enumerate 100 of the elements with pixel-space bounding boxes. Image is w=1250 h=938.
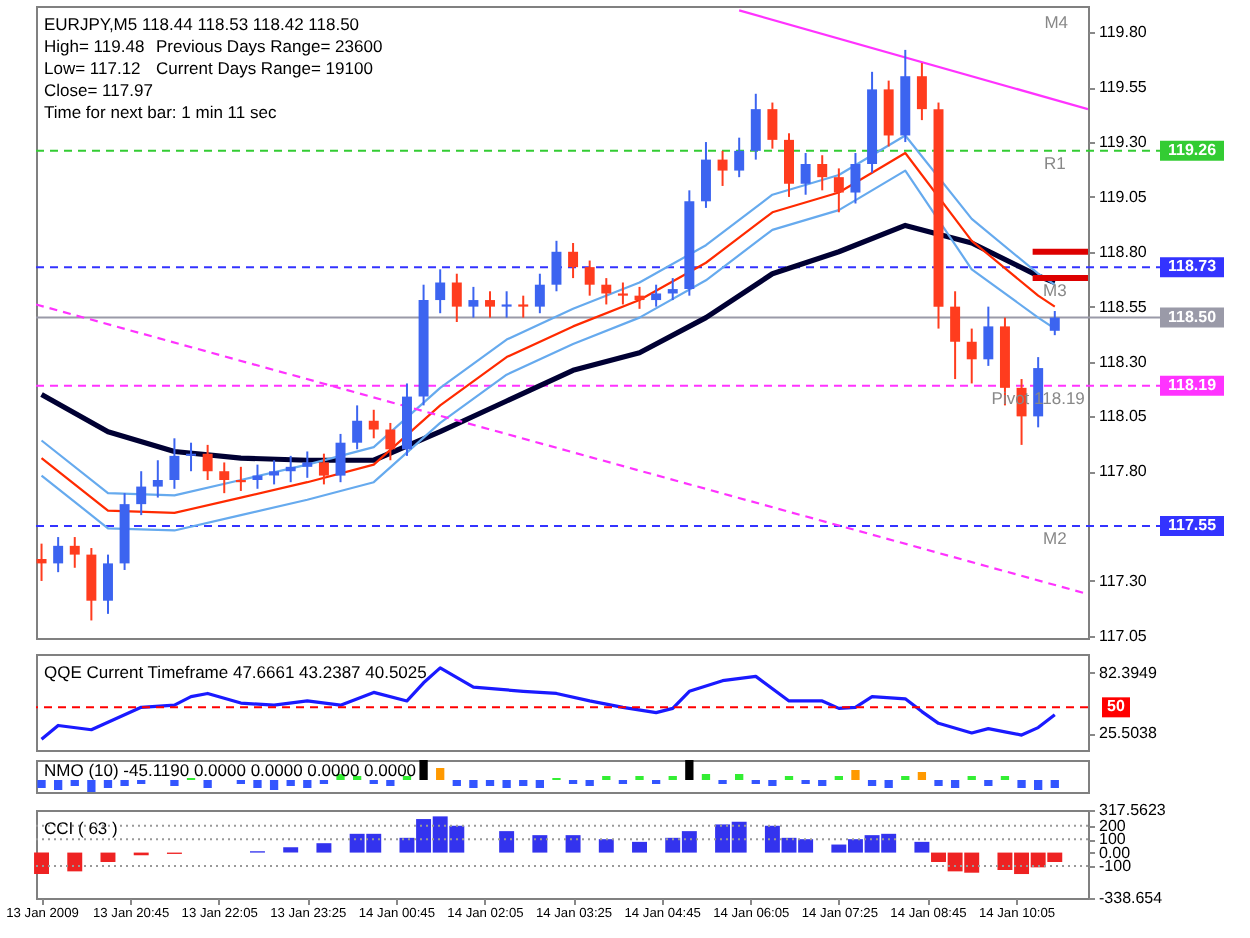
y-tick-label: 118.80 — [1099, 242, 1148, 261]
bar — [419, 760, 428, 780]
bar — [701, 774, 711, 780]
bar — [598, 839, 614, 853]
bar — [768, 780, 777, 786]
bar — [565, 835, 581, 853]
candlestick — [534, 272, 545, 315]
bar — [632, 841, 647, 853]
candlestick — [617, 281, 628, 306]
y-tick-label: 82.3949 — [1099, 663, 1158, 682]
candlestick — [717, 149, 728, 187]
bar — [170, 780, 179, 786]
candlestick — [352, 404, 363, 451]
bar — [934, 780, 943, 786]
candlestick — [850, 152, 861, 205]
y-tick-label: -338.654 — [1099, 889, 1164, 907]
bar — [37, 780, 46, 788]
bar — [103, 780, 113, 788]
candlestick — [186, 441, 197, 473]
bar — [469, 780, 478, 788]
candlestick — [784, 132, 794, 198]
annotation: Low= 117.12 — [44, 58, 142, 78]
candlestick — [501, 290, 512, 319]
annotation: Current Days Range= 19100 — [156, 58, 374, 78]
candlestick — [169, 437, 180, 490]
candlestick — [800, 152, 811, 196]
candlestick — [252, 463, 263, 490]
candlestick — [817, 154, 828, 192]
bar — [914, 841, 930, 853]
candlestick — [734, 136, 745, 179]
ref-line-label: 118.73 — [1167, 257, 1218, 276]
candlestick — [833, 167, 844, 214]
line-series — [39, 666, 1057, 741]
bar — [436, 768, 445, 780]
ref-line-label: 118.19 — [1167, 375, 1218, 394]
bar — [316, 843, 332, 853]
bar — [1034, 780, 1043, 790]
annotation: Close= 117.97 — [44, 80, 154, 100]
text: CCI ( 63 ) — [44, 818, 119, 838]
ref-line-label: 117.55 — [1167, 516, 1218, 535]
annotation: High= 119.48 — [44, 36, 145, 56]
candlestick — [568, 242, 579, 280]
candlestick — [966, 327, 977, 385]
candlestick — [302, 450, 313, 479]
bar — [485, 780, 495, 786]
candlestick — [368, 408, 379, 440]
bar — [283, 847, 299, 853]
candlestick — [485, 290, 495, 319]
candlestick — [700, 141, 711, 209]
candlestick — [202, 443, 213, 481]
candlestick — [468, 285, 479, 319]
bar — [818, 780, 827, 786]
bar — [917, 772, 927, 780]
candlestick — [518, 294, 529, 319]
candlestick — [335, 432, 346, 484]
y-tick-label: 117.80 — [1099, 462, 1148, 481]
bar — [950, 780, 960, 788]
y-tick-label: 0.00 — [1099, 843, 1132, 862]
bar — [1050, 780, 1059, 788]
candlestick — [651, 283, 662, 308]
annotation: Previous Days Range= 23600 — [156, 36, 383, 56]
bar — [502, 780, 511, 788]
bar — [499, 831, 515, 853]
ref-line-label: 50 — [1107, 697, 1126, 716]
y-tick-label: 25.5038 — [1099, 724, 1158, 743]
bar — [286, 780, 295, 786]
text: QQE Current Timeframe 47.6661 43.2387 40.5025 — [44, 662, 428, 682]
y-tick-label: 118.55 — [1099, 297, 1148, 316]
candlestick — [435, 268, 446, 315]
annotation: M2 — [1042, 528, 1068, 549]
bar — [253, 780, 262, 788]
candlestick — [136, 470, 147, 517]
annotation: R1 — [1043, 152, 1067, 173]
candlestick — [1049, 310, 1060, 337]
bar — [269, 780, 279, 790]
candlestick — [584, 259, 595, 297]
candlestick — [69, 536, 80, 569]
candlestick — [86, 547, 97, 622]
bar — [386, 780, 395, 786]
candlestick — [767, 101, 778, 150]
y-tick-label: 118.05 — [1099, 407, 1148, 426]
annotation: M3 — [1042, 280, 1068, 301]
bar — [867, 780, 877, 786]
candlestick — [601, 277, 612, 306]
bar — [735, 774, 744, 780]
candlestick — [451, 272, 462, 323]
bar — [120, 780, 129, 786]
candlestick — [235, 465, 246, 492]
y-tick-label: 119.55 — [1099, 78, 1148, 97]
y-tick-label: 117.30 — [1099, 571, 1148, 590]
bar — [53, 780, 63, 790]
bar — [34, 852, 50, 875]
bar — [535, 780, 545, 788]
candlestick — [269, 459, 280, 486]
bar — [685, 760, 694, 780]
candlestick — [983, 305, 994, 367]
bar — [984, 780, 993, 786]
y-tick-label: 100 — [1099, 830, 1127, 849]
annotation: M4 — [1044, 12, 1069, 32]
bar — [532, 835, 548, 853]
